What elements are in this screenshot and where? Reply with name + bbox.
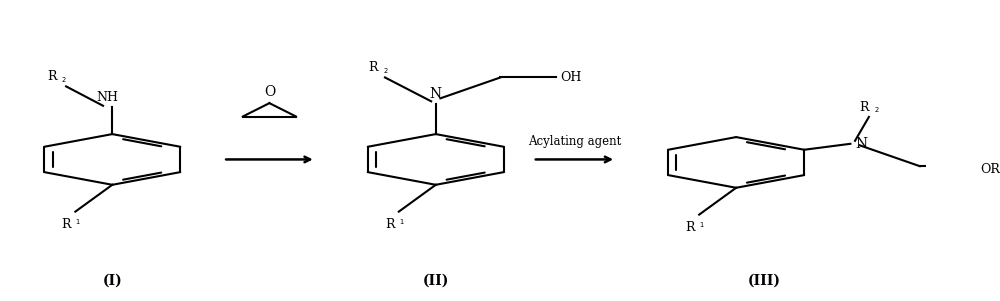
Text: R: R (860, 101, 869, 114)
Text: Acylating agent: Acylating agent (528, 135, 621, 147)
Text: R: R (61, 218, 71, 231)
Text: NH: NH (97, 91, 119, 104)
Text: R: R (685, 221, 695, 234)
Text: (II): (II) (423, 274, 449, 288)
Text: R: R (368, 61, 378, 74)
Text: $_1$: $_1$ (75, 218, 81, 227)
Text: N: N (855, 137, 867, 151)
Text: OR: OR (980, 163, 1000, 176)
Text: $_1$: $_1$ (399, 218, 405, 227)
Text: $_2$: $_2$ (874, 106, 880, 116)
Text: $_2$: $_2$ (383, 66, 389, 76)
Text: R: R (47, 70, 57, 83)
Text: (III): (III) (747, 274, 780, 288)
Text: $_2$: $_2$ (61, 75, 67, 85)
Text: $_1$: $_1$ (699, 221, 705, 230)
Text: R: R (385, 218, 394, 231)
Text: OH: OH (561, 71, 582, 84)
Text: (I): (I) (102, 274, 122, 288)
Text: O: O (264, 85, 275, 99)
Text: N: N (430, 87, 442, 101)
